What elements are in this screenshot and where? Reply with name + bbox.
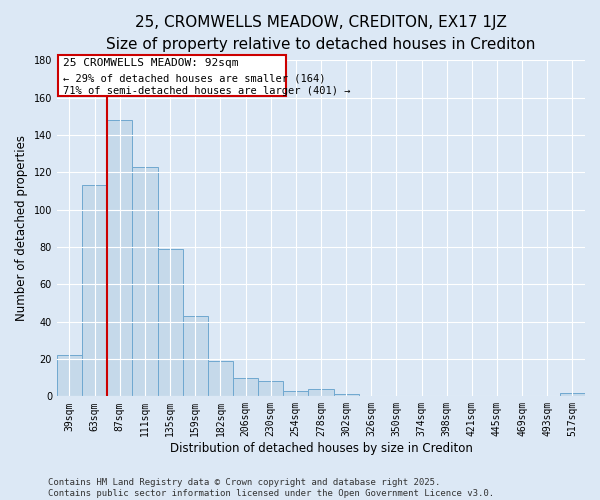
Text: 25 CROMWELLS MEADOW: 92sqm: 25 CROMWELLS MEADOW: 92sqm	[63, 58, 239, 68]
Y-axis label: Number of detached properties: Number of detached properties	[15, 136, 28, 322]
Bar	[258, 382, 283, 396]
Title: 25, CROMWELLS MEADOW, CREDITON, EX17 1JZ
Size of property relative to detached h: 25, CROMWELLS MEADOW, CREDITON, EX17 1JZ…	[106, 15, 536, 52]
Bar	[107, 120, 133, 396]
Bar	[82, 186, 107, 396]
X-axis label: Distribution of detached houses by size in Crediton: Distribution of detached houses by size …	[170, 442, 472, 455]
Text: 71% of semi-detached houses are larger (401) →: 71% of semi-detached houses are larger (…	[63, 86, 351, 96]
FancyBboxPatch shape	[58, 54, 286, 96]
Bar	[283, 390, 308, 396]
Bar	[208, 361, 233, 396]
Bar	[233, 378, 258, 396]
Bar	[182, 316, 208, 396]
Bar	[57, 356, 82, 397]
Bar	[308, 389, 334, 396]
Bar	[334, 394, 359, 396]
Bar	[133, 166, 158, 396]
Bar	[560, 392, 585, 396]
Bar	[158, 249, 182, 396]
Text: Contains HM Land Registry data © Crown copyright and database right 2025.
Contai: Contains HM Land Registry data © Crown c…	[48, 478, 494, 498]
Text: ← 29% of detached houses are smaller (164): ← 29% of detached houses are smaller (16…	[63, 73, 326, 83]
